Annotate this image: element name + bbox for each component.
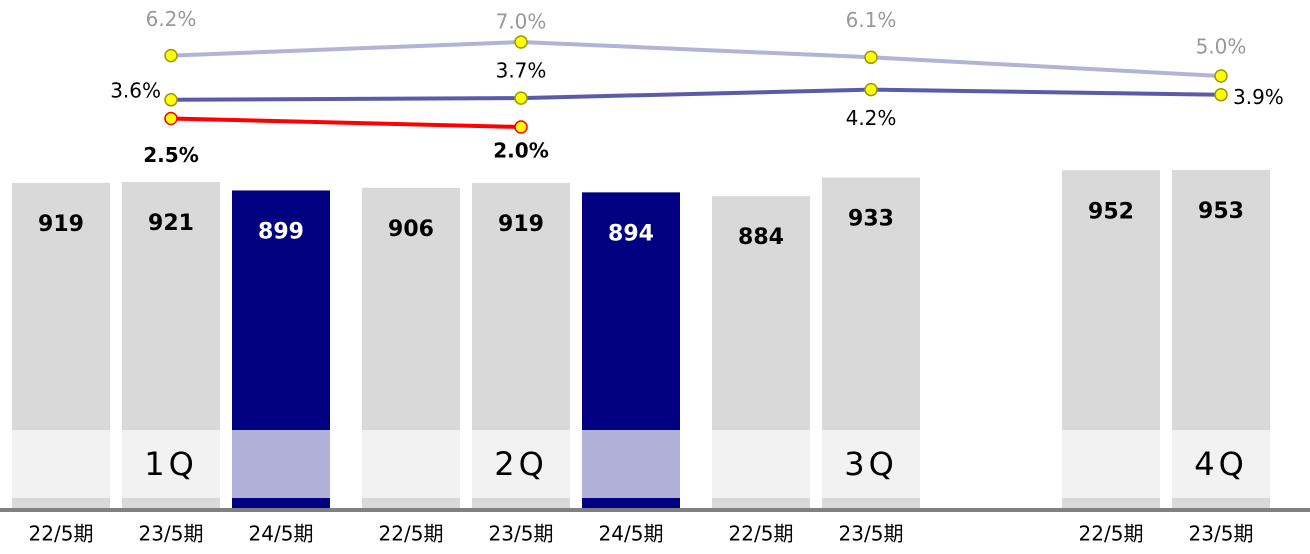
x-tick-label: 23/5期 [839, 522, 904, 546]
x-tick-label: 22/5期 [29, 522, 94, 546]
line-value-label: 4.2% [846, 106, 897, 130]
line-value-label: 3.6% [110, 78, 161, 102]
line-value-label: 5.0% [1196, 35, 1247, 59]
axis-break-band [1062, 430, 1160, 498]
line [170, 116, 522, 129]
line-point [514, 120, 528, 134]
axis-break-band [232, 430, 330, 498]
quarter-label: 2Q [494, 445, 548, 483]
bar-value-label: 906 [388, 217, 434, 242]
axis-break-band [582, 430, 680, 498]
line-point [1214, 69, 1228, 83]
quarter-label: 3Q [844, 445, 898, 483]
line-point [864, 50, 878, 65]
axis-break-band [12, 430, 110, 498]
bar-value-label: 884 [738, 225, 784, 250]
quarter-label: 1Q [144, 445, 198, 483]
axis-break-band [712, 430, 810, 498]
line-point [164, 93, 178, 107]
axis-break-band [1172, 430, 1270, 498]
bar-value-label: 899 [258, 219, 304, 244]
line [170, 39, 1222, 78]
x-tick-label: 22/5期 [729, 522, 794, 546]
line-point [164, 111, 178, 126]
x-tick-label: 24/5期 [249, 522, 314, 546]
bar-value-label: 894 [608, 221, 654, 246]
bar-value-label: 919 [498, 212, 544, 237]
axis-break-band [122, 430, 220, 498]
bar-value-label: 952 [1088, 199, 1134, 224]
bar-value-label: 919 [38, 212, 84, 237]
line-point [514, 91, 528, 105]
line-point [1214, 87, 1228, 102]
bar-value-label: 933 [848, 207, 894, 232]
line-value-label: 6.2% [146, 7, 197, 31]
quarter-label: 4Q [1194, 445, 1248, 483]
axis-break-band [472, 430, 570, 498]
line-value-label: 3.9% [1233, 85, 1284, 109]
x-tick-label: 22/5期 [1079, 522, 1144, 546]
x-tick-label: 23/5期 [1189, 522, 1254, 546]
bar-value-label: 921 [148, 211, 194, 236]
line-point [164, 48, 178, 63]
x-tick-label: 24/5期 [599, 522, 664, 546]
line-value-label: 2.0% [493, 139, 548, 163]
line-value-label: 7.0% [496, 10, 547, 34]
x-tick-label: 23/5期 [489, 522, 554, 546]
x-tick-label: 22/5期 [379, 522, 444, 546]
line-value-label: 6.1% [846, 8, 897, 32]
axis-break-band [362, 430, 460, 498]
line-value-label: 2.5% [143, 143, 198, 167]
line-point [864, 82, 878, 97]
line-point [514, 35, 528, 49]
line [170, 87, 1222, 102]
line-value-label: 3.7% [496, 59, 547, 83]
x-tick-label: 23/5期 [139, 522, 204, 546]
bar-value-label: 953 [1198, 199, 1244, 224]
axis-break-band [822, 430, 920, 498]
